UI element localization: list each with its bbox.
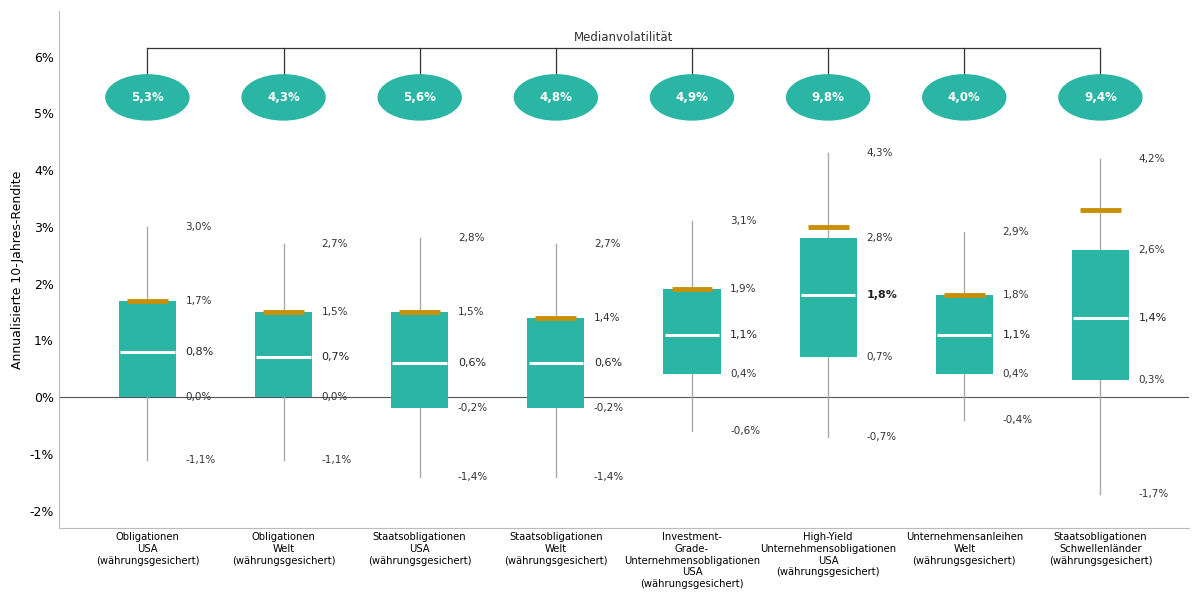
Text: 9,4%: 9,4% [1084, 91, 1117, 104]
Text: 1,5%: 1,5% [458, 307, 485, 317]
Text: 4,2%: 4,2% [1139, 154, 1165, 164]
Text: 3,1%: 3,1% [730, 216, 756, 226]
Text: 1,4%: 1,4% [594, 313, 620, 323]
Text: 2,7%: 2,7% [322, 239, 348, 249]
Ellipse shape [649, 74, 734, 121]
Ellipse shape [241, 74, 325, 121]
Text: -0,2%: -0,2% [458, 403, 488, 413]
Text: 2,7%: 2,7% [594, 239, 620, 249]
Bar [664, 289, 720, 374]
Text: 0,4%: 0,4% [1002, 370, 1028, 379]
Text: 0,7%: 0,7% [322, 352, 350, 362]
Bar [527, 317, 584, 409]
Text: 1,9%: 1,9% [730, 284, 756, 294]
Text: 4,3%: 4,3% [866, 148, 893, 158]
Text: 4,9%: 4,9% [676, 91, 708, 104]
Text: 1,8%: 1,8% [866, 290, 898, 300]
Bar [936, 295, 992, 374]
Text: 1,8%: 1,8% [1002, 290, 1028, 300]
Text: 5,3%: 5,3% [131, 91, 163, 104]
Bar [254, 312, 312, 397]
Text: 0,7%: 0,7% [866, 352, 893, 362]
Text: 2,8%: 2,8% [458, 233, 485, 243]
Text: 0,8%: 0,8% [186, 347, 214, 356]
Ellipse shape [786, 74, 870, 121]
Text: 0,6%: 0,6% [458, 358, 486, 368]
Text: 1,1%: 1,1% [1002, 329, 1031, 340]
Text: 0,3%: 0,3% [1139, 375, 1165, 385]
Text: -1,7%: -1,7% [1139, 488, 1169, 499]
Text: 9,8%: 9,8% [811, 91, 845, 104]
Text: 4,8%: 4,8% [539, 91, 572, 104]
Text: 2,9%: 2,9% [1002, 227, 1028, 238]
Bar [119, 301, 176, 397]
Text: 2,6%: 2,6% [1139, 245, 1165, 254]
Ellipse shape [922, 74, 1007, 121]
Ellipse shape [1058, 74, 1142, 121]
Bar [799, 238, 857, 358]
Ellipse shape [378, 74, 462, 121]
Text: -1,1%: -1,1% [186, 455, 216, 464]
Text: -1,4%: -1,4% [594, 472, 624, 482]
Text: 1,1%: 1,1% [730, 329, 758, 340]
Text: 4,3%: 4,3% [268, 91, 300, 104]
Text: 1,7%: 1,7% [186, 296, 212, 305]
Text: -1,4%: -1,4% [458, 472, 488, 482]
Text: 0,4%: 0,4% [730, 370, 756, 379]
Text: 0,0%: 0,0% [322, 392, 348, 402]
Text: 3,0%: 3,0% [186, 222, 212, 232]
Text: -0,7%: -0,7% [866, 432, 896, 442]
Text: 1,4%: 1,4% [1139, 313, 1166, 323]
Y-axis label: Annualisierte 10-Jahres-Rendite: Annualisierte 10-Jahres-Rendite [11, 170, 24, 368]
Text: 4,0%: 4,0% [948, 91, 980, 104]
Ellipse shape [514, 74, 598, 121]
Bar [1072, 250, 1129, 380]
Text: -0,4%: -0,4% [1002, 415, 1032, 425]
Text: Medianvolatilität: Medianvolatilität [575, 31, 673, 44]
Text: 0,0%: 0,0% [186, 392, 211, 402]
Text: -0,2%: -0,2% [594, 403, 624, 413]
Text: 0,6%: 0,6% [594, 358, 622, 368]
Text: 5,6%: 5,6% [403, 91, 436, 104]
Bar [391, 312, 449, 409]
Text: -1,1%: -1,1% [322, 455, 352, 464]
Ellipse shape [106, 74, 190, 121]
Text: 1,5%: 1,5% [322, 307, 348, 317]
Text: -0,6%: -0,6% [730, 426, 761, 436]
Text: 2,8%: 2,8% [866, 233, 893, 243]
